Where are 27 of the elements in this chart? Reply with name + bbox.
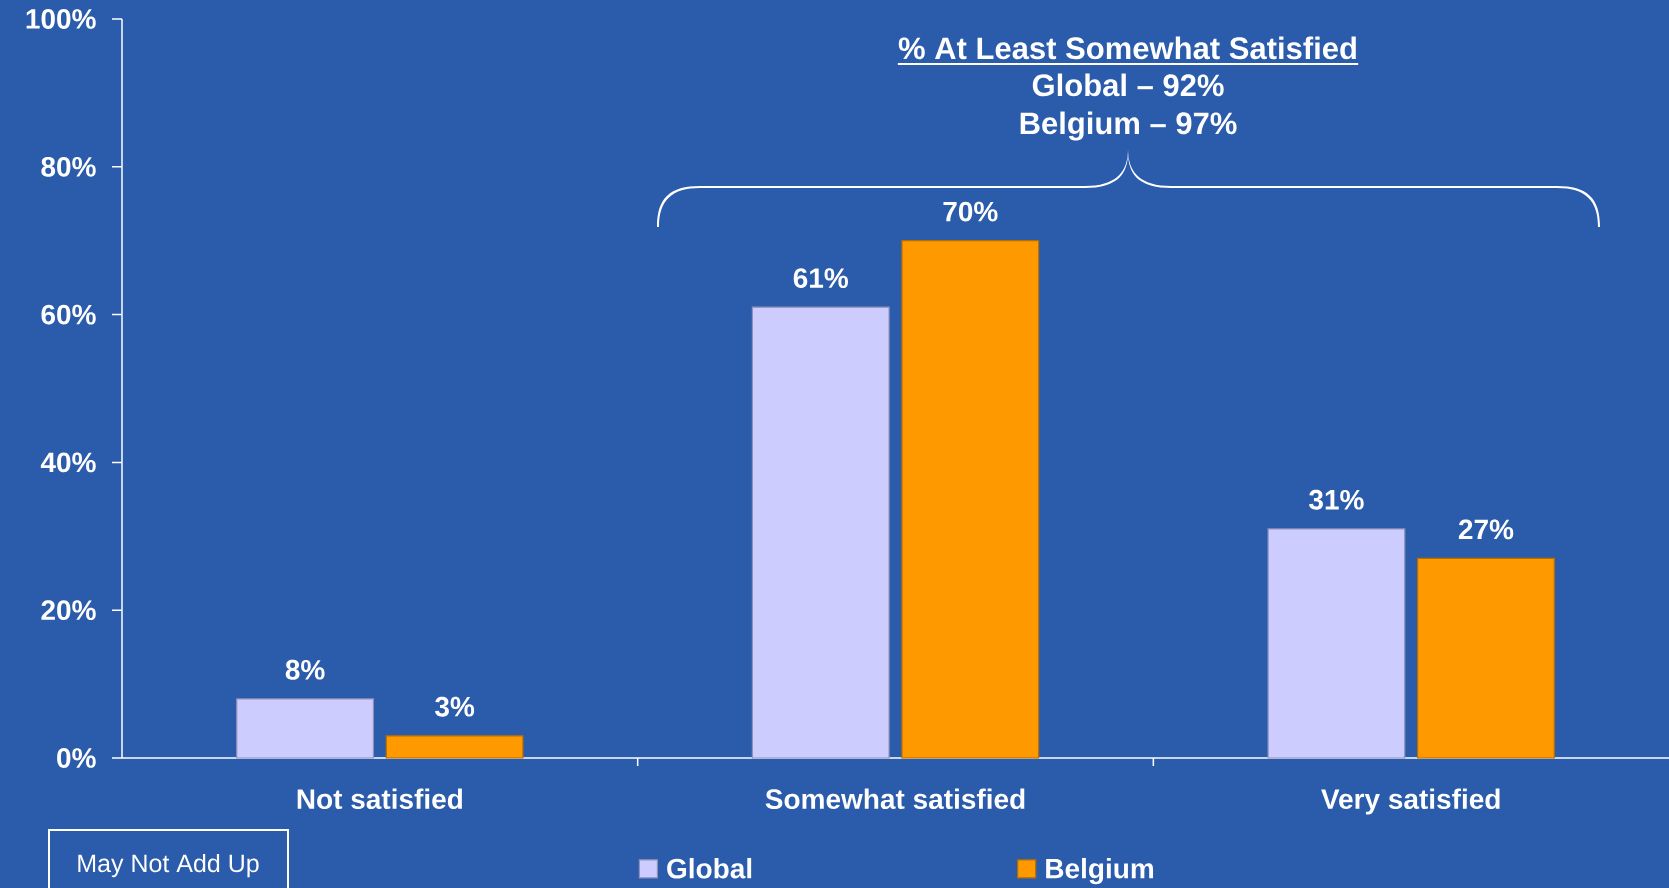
text: May Not Add Up [78, 853, 259, 878]
y-tick-label: 40% [40, 452, 96, 473]
data-label: 8% [285, 659, 325, 680]
legend-label: Global [667, 857, 752, 879]
bar [1417, 557, 1555, 759]
data-label: 27% [1458, 519, 1514, 540]
y-tick-label: 80% [41, 156, 96, 177]
bar [236, 698, 374, 759]
data-label: 3% [435, 696, 475, 717]
y-tick-label: 20% [41, 600, 96, 621]
bar [1267, 528, 1406, 759]
bar [385, 735, 524, 759]
x-tick-label: Very satisfied [1321, 788, 1500, 815]
x-tick-label: Somewhat satisfied [765, 788, 1025, 810]
x-tick-label: Not satisfied [297, 788, 462, 810]
y-tick-label: 60% [41, 304, 96, 325]
y-tick-label: 0% [57, 748, 96, 768]
annotation: % At Least Somewhat Satisfied [898, 36, 1356, 60]
annotation: Belgium – 97% [1020, 111, 1237, 141]
data-label: 70% [943, 201, 998, 222]
data-label: 61% [793, 268, 849, 289]
bar [751, 306, 890, 759]
y-tick-label: 100% [26, 9, 96, 29]
data-label: 31% [1309, 489, 1364, 510]
legend-label: Belgium [1046, 857, 1154, 885]
bar [901, 240, 1040, 759]
annotation: Global – 92% [1032, 73, 1224, 97]
